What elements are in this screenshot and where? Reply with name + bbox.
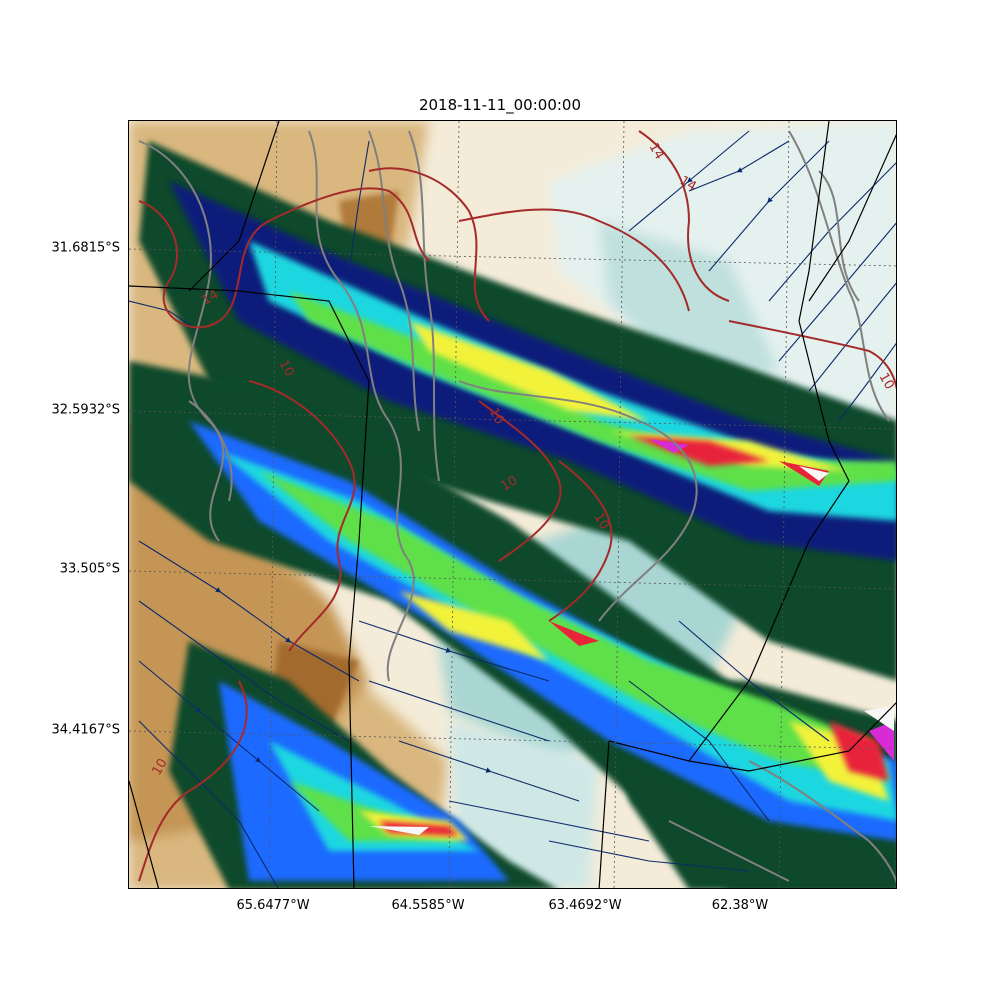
contour-label: 10 xyxy=(591,511,612,533)
latitude-label: 31.6815°S xyxy=(51,240,120,256)
map-canvas: 14 14 14 10 10 10 10 10 10 xyxy=(129,121,896,888)
map-title: 2018-11-11_00:00:00 xyxy=(418,96,582,114)
contour-label: 10 xyxy=(149,756,170,778)
longitude-label: 64.5585°W xyxy=(391,898,465,913)
latitude-label: 34.4167°S xyxy=(51,722,120,738)
red-contours xyxy=(138,130,896,882)
contour-label: 14 xyxy=(677,173,699,194)
latitude-label: 33.505°S xyxy=(59,561,120,577)
gray-contours xyxy=(138,130,896,885)
longitude-label: 65.6477°W xyxy=(236,898,310,913)
longitude-label: 62.38°W xyxy=(711,898,769,913)
contour-label: 14 xyxy=(646,141,667,163)
streamlines xyxy=(129,130,896,888)
contour-label: 10 xyxy=(499,473,521,494)
graticule xyxy=(129,121,896,888)
map-panel: 14 14 14 10 10 10 10 10 10 xyxy=(128,120,897,889)
longitude-label: 63.4692°W xyxy=(548,898,622,913)
contour-label: 14 xyxy=(200,287,222,308)
latitude-label: 32.5932°S xyxy=(51,402,120,418)
province-borders xyxy=(129,121,896,888)
contour-label: 10 xyxy=(486,406,507,428)
contour-label: 10 xyxy=(276,358,297,380)
